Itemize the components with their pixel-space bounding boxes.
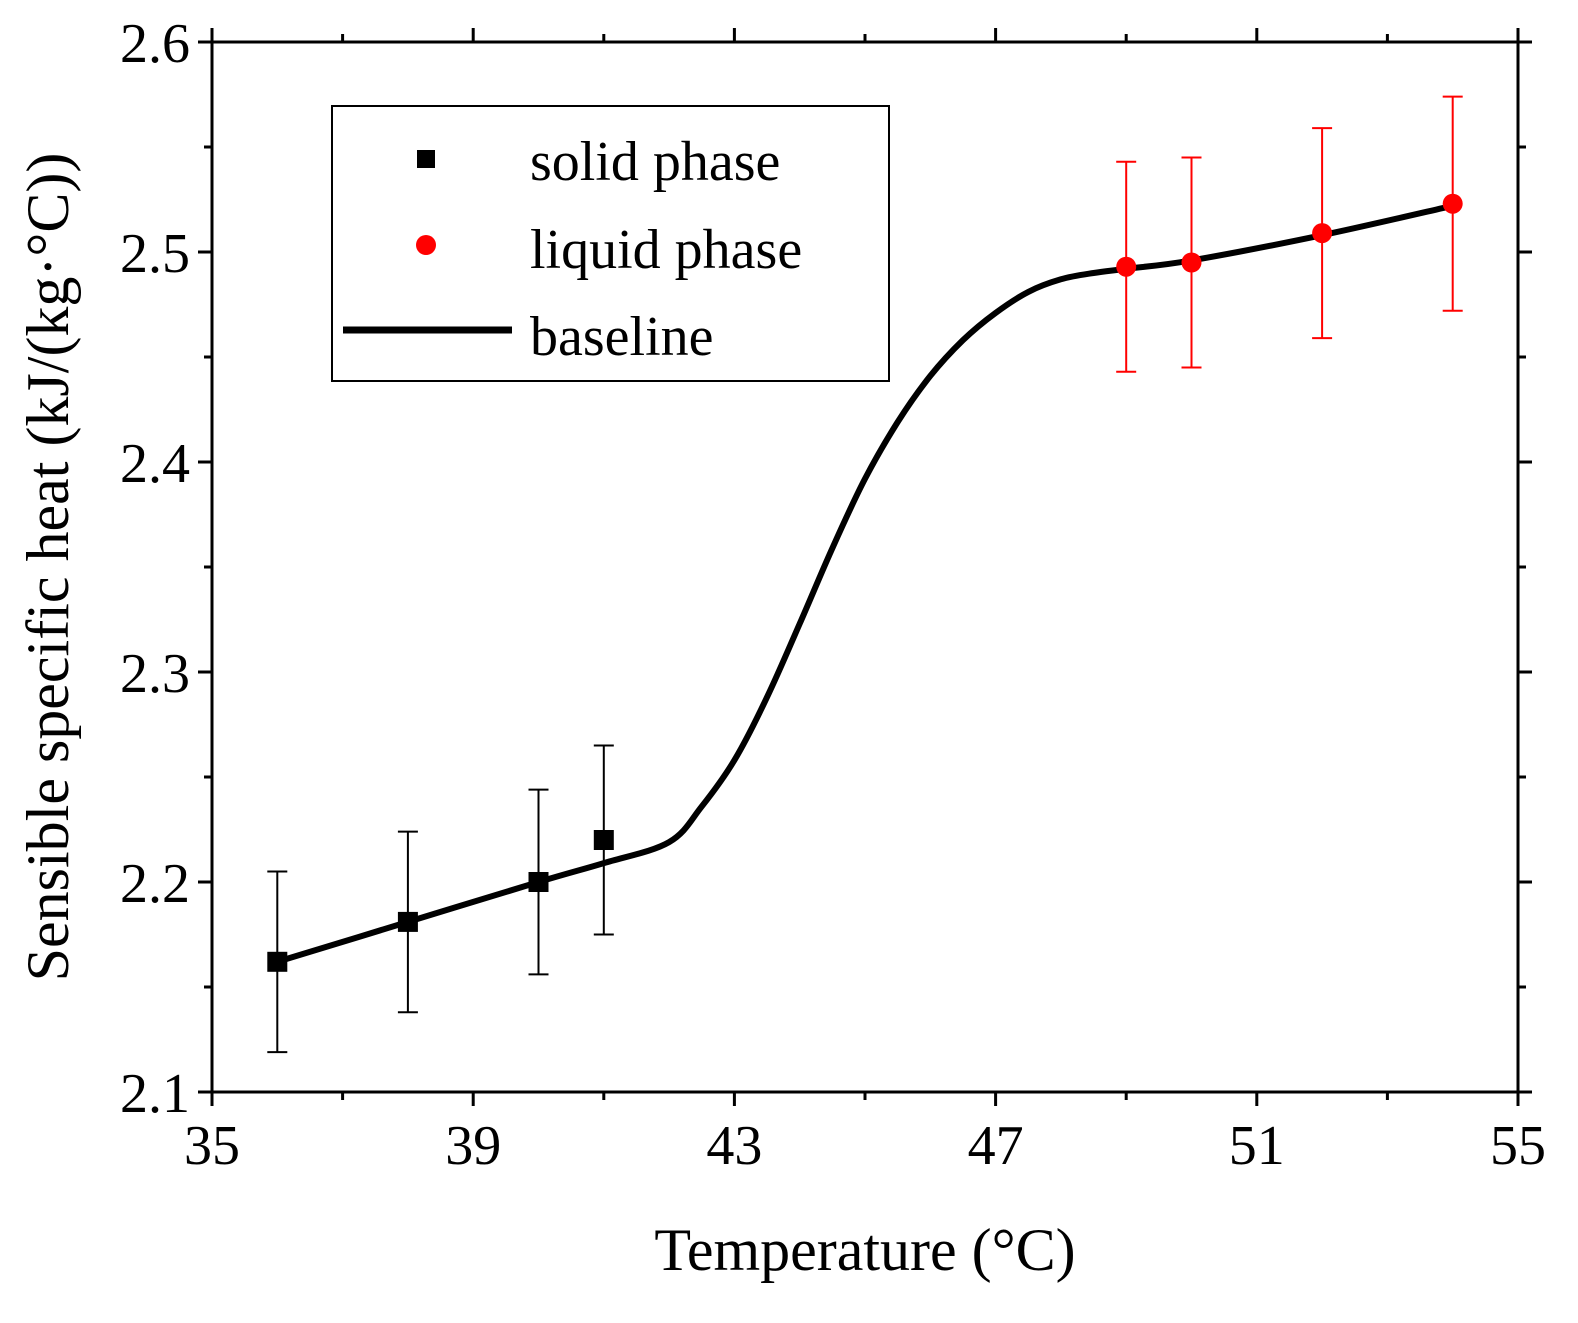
y-tick-label: 2.1 [120,1063,190,1125]
y-tick-label: 2.4 [120,433,190,495]
y-tick-label: 2.6 [120,13,190,75]
legend-marker-liquid-phase [416,235,436,255]
liquid-phase-point [1181,252,1202,273]
legend: solid phase liquid phase baseline [331,105,890,382]
solid-phase-point [267,951,288,972]
x-tick-label: 39 [445,1115,501,1177]
x-tick-label: 35 [184,1115,240,1177]
x-tick-label: 43 [706,1115,762,1177]
legend-marker-solid-phase [417,150,435,168]
y-tick-label: 2.3 [120,643,190,705]
y-tick-label: 2.5 [120,223,190,285]
legend-label-baseline: baseline [530,306,713,368]
solid-phase-point [528,872,549,892]
legend-label-liquid-phase: liquid phase [530,219,802,281]
axis-ticks: 35 39 43 47 51 55 2.1 2.2 2.3 2.4 2.5 2.6 [120,13,1546,1177]
liquid-phase-point [1312,223,1333,244]
y-tick-label: 2.2 [120,853,190,915]
x-tick-label: 55 [1490,1115,1546,1177]
liquid-phase-point [1442,193,1463,214]
solid-phase-point [397,911,418,932]
series-layer [267,95,1463,1054]
x-axis-title: Temperature (°C) [654,1217,1075,1283]
x-tick-label: 51 [1229,1115,1285,1177]
x-tick-label: 47 [968,1115,1024,1177]
solid-phase-point [593,830,614,850]
liquid-phase-point [1116,256,1137,277]
legend-label-solid-phase: solid phase [530,131,780,193]
y-axis-title: Sensible specific heat (kJ/(kg·°C)) [15,153,81,982]
plot-frame [210,40,1520,1094]
